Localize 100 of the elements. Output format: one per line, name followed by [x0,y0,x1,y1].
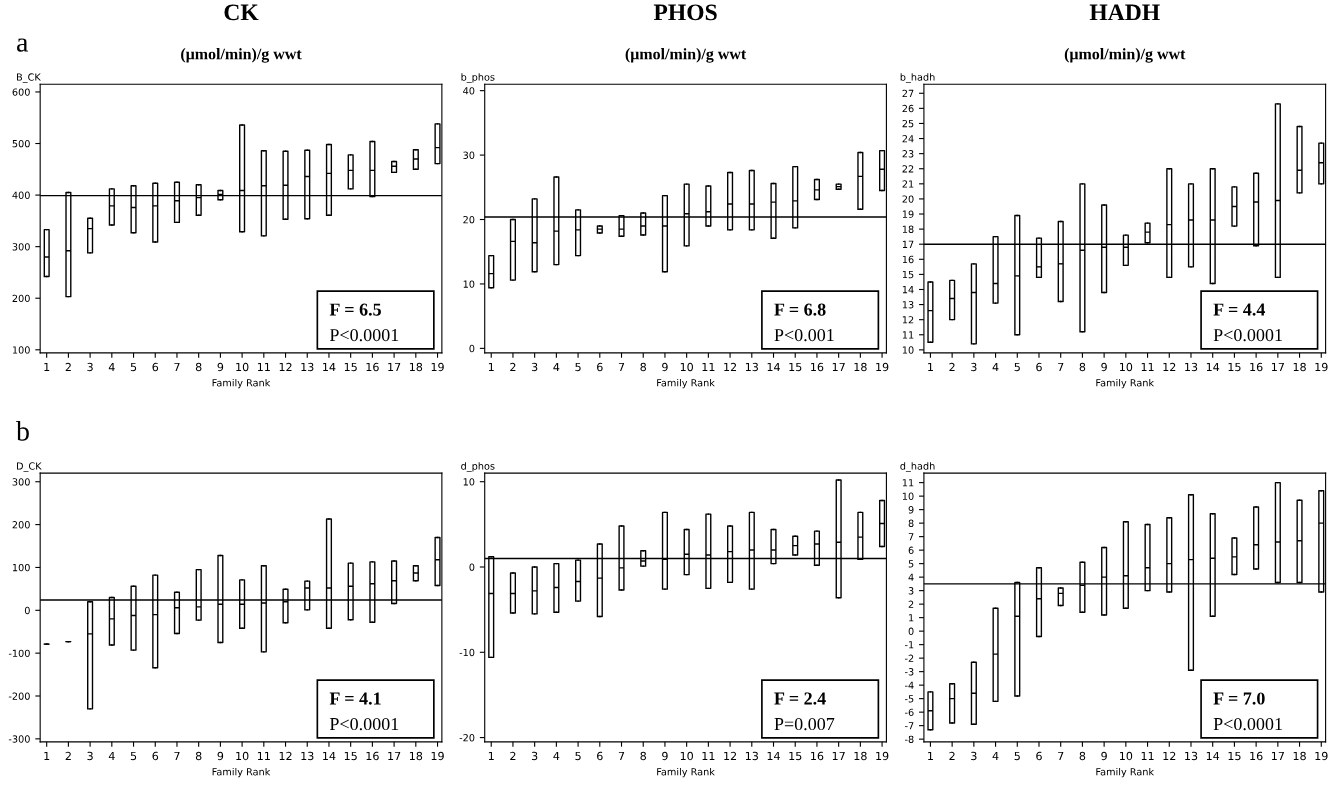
y-tick-label: 0 [24,606,30,615]
annotation: P<0.001 [774,328,834,342]
y-tick-label: 25 [902,119,914,128]
x-tick-label: 16 [811,362,824,372]
x-tick-label: 19 [1315,362,1328,372]
y-tick-label: 24 [902,135,914,143]
y-tick-label: 10 [463,478,475,486]
annotation: P<0.0001 [1213,717,1282,731]
y-tick-label: 18 [902,225,914,233]
x-axis-title: Family Rank [657,378,715,389]
x-tick-label: 12 [1163,362,1176,372]
annotation: P<0.0001 [329,717,399,731]
x-tick-label: 11 [257,362,270,372]
x-tick-label: 15 [344,362,357,372]
x-tick-label: 10 [1120,751,1133,761]
x-tick-label: 9 [217,751,224,761]
x-tick-label: 19 [876,751,889,761]
x-tick-label: 9 [662,751,668,761]
x-tick-label: 8 [1079,751,1086,761]
chart-title: PHOS [653,4,717,21]
y-tick-label: 17 [902,240,914,248]
x-tick-label: 13 [301,751,314,761]
x-tick-label: 14 [767,751,780,761]
annotation: P=0.007 [774,717,835,731]
x-tick-label: 16 [1250,362,1263,372]
y-tick-label: 400 [12,191,30,199]
x-tick-label: 19 [876,362,889,372]
y-tick-label: 19 [902,210,914,218]
x-tick-label: 6 [597,751,603,761]
annotation: F = 6.8 [774,303,826,316]
x-tick-label: 6 [1036,751,1042,761]
x-tick-label: 15 [789,362,802,372]
y-tick-label: 5 [908,560,914,568]
x-tick-label: 13 [745,751,758,761]
x-tick-label: 17 [388,362,401,372]
x-tick-label: 3 [87,751,93,761]
x-tick-label: 11 [257,751,270,761]
y-tick-label: 10 [902,492,914,500]
x-tick-label: 15 [344,751,357,761]
x-tick-label: 8 [195,362,202,372]
x-tick-label: 13 [1185,362,1198,372]
x-tick-label: 12 [1163,751,1176,761]
x-tick-label: 10 [680,751,693,761]
annotation: F = 2.4 [774,692,826,705]
x-tick-label: 15 [789,751,802,761]
x-tick-label: 8 [640,751,646,761]
x-tick-label: 9 [1101,362,1107,372]
x-tick-label: 7 [1058,362,1064,372]
x-tick-label: 10 [1120,362,1133,372]
x-tick-label: 7 [174,751,180,761]
x-tick-label: 5 [1014,362,1020,372]
y-tick-label: 100 [12,563,30,572]
x-tick-label: 18 [854,362,867,372]
x-tick-label: 18 [1293,751,1306,761]
x-tick-label: 3 [971,362,977,372]
x-tick-label: 16 [811,751,824,761]
y-tick-label: 0 [469,344,475,353]
y-tick-label: 200 [12,294,30,303]
chart-subtitle: (μmol/min)/g wwt [181,48,302,63]
x-tick-label: 18 [1293,362,1306,372]
y-tick-label: 15 [902,271,914,279]
x-axis-title: Family Rank [212,767,271,778]
y-tick-label: -4 [904,681,914,689]
y-tick-label: 4 [908,573,914,581]
y-tick-label: 200 [12,521,30,529]
x-tick-label: 3 [531,751,538,761]
y-tick-label: 500 [12,139,30,148]
x-tick-label: 6 [1036,362,1042,372]
x-tick-label: 7 [174,362,180,372]
x-tick-label: 12 [279,751,292,761]
y-tick-label: 21 [902,180,914,188]
x-tick-label: 4 [992,362,999,372]
x-tick-label: 10 [236,751,249,761]
annotation: P<0.0001 [329,328,399,342]
text: b [16,421,29,441]
x-tick-label: 2 [949,751,955,761]
y-tick-label: 300 [12,243,30,251]
x-tick-label: 10 [680,362,693,372]
x-tick-label: 5 [575,751,581,761]
y-tick-label: 12 [902,316,914,324]
y-tick-label: -1 [904,641,914,649]
y-tick-label: -6 [904,708,914,716]
x-tick-label: 1 [488,751,494,761]
y-tick-label: -300 [8,735,30,743]
x-tick-label: 6 [597,362,603,372]
x-tick-label: 14 [1206,362,1220,372]
x-axis-title: Family Rank [1096,378,1155,389]
x-tick-label: 2 [510,362,516,372]
y-tick-label: 100 [12,346,30,354]
x-tick-label: 4 [553,362,560,372]
y-tick-label: 9 [908,506,914,514]
y-tick-label: 40 [463,87,475,95]
y-tick-label: 600 [12,88,30,96]
x-tick-label: 13 [301,362,314,372]
y-tick-label: -8 [904,735,914,743]
x-tick-label: 16 [366,362,379,372]
x-tick-label: 17 [388,751,401,761]
x-tick-label: 13 [745,362,758,372]
x-tick-label: 17 [1271,751,1284,761]
x-tick-label: 18 [854,751,867,761]
